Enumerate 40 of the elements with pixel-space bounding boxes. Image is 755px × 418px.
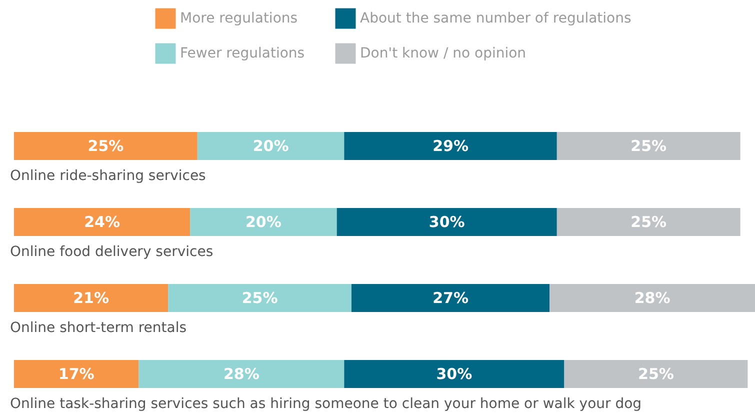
data-label: 27% [432,289,468,307]
data-label: 20% [252,137,289,155]
data-label: 30% [436,365,472,383]
data-label: 28% [634,289,670,307]
bar [138,360,344,388]
data-label: 30% [428,213,465,231]
bar [14,132,198,160]
bar [556,132,740,160]
y-tick-label: Online food delivery services [10,244,214,260]
bar [550,284,755,312]
bar [344,132,557,160]
bar [197,132,344,160]
bar [344,360,564,388]
bar [351,284,550,312]
legend-label: Don't know / no opinion [360,46,526,62]
legend-label: About the same number of regulations [360,10,632,26]
data-label: 25% [88,137,124,155]
data-label: 25% [242,289,278,307]
legend-label: More regulations [180,10,298,26]
bar [190,208,337,236]
legend-label: Fewer regulations [180,46,305,62]
data-label: 17% [58,365,94,383]
data-label: 21% [73,289,109,307]
data-label: 25% [630,137,667,155]
bar [564,360,748,388]
data-label: 25% [638,365,674,383]
data-label: 29% [432,137,468,155]
bar [556,208,740,236]
bar [14,360,139,388]
data-label: 24% [84,213,120,231]
y-tick-label: Online task-sharing services such as hiring someone to clean your home or walk your dog [10,396,642,412]
data-label: 25% [630,213,667,231]
y-tick-label: Online ride-sharing services [10,168,206,184]
data-label: 20% [245,213,282,231]
bar [336,208,557,236]
data-label: 28% [223,365,260,383]
bar [168,284,352,312]
y-tick-label: Online short-term rentals [10,320,187,336]
bar [14,208,190,236]
bar [14,284,168,312]
